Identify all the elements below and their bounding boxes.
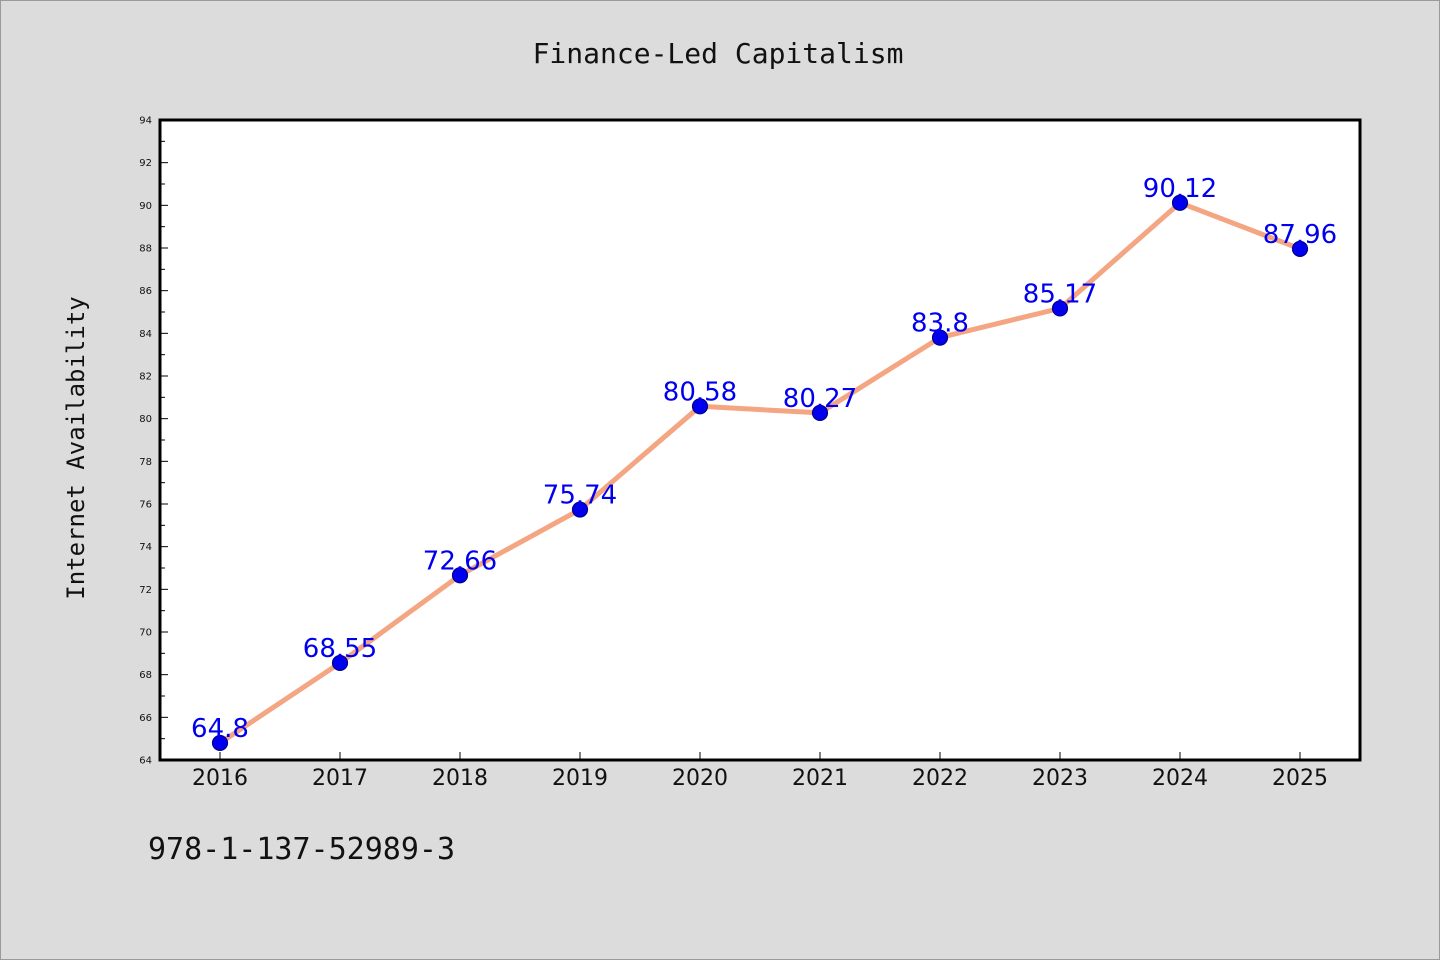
y-tick-label: 74 <box>139 542 152 553</box>
y-tick-label: 86 <box>139 286 152 297</box>
data-labels-group: 64.8 68.55 72.66 75.74 80.58 80.27 83.8 85.17 90… <box>191 174 1337 744</box>
data-point-marker <box>1171 194 1189 211</box>
data-point-label: 85.17 <box>1023 279 1097 309</box>
y-tick-label: 76 <box>139 500 152 511</box>
data-point-label: 80.27 <box>783 384 857 414</box>
y-tick-label: 72 <box>139 585 152 596</box>
x-tick-label: 2023 <box>1032 766 1088 791</box>
data-point-marker <box>691 398 709 415</box>
x-tick-label: 2024 <box>1152 766 1208 791</box>
data-point-marker <box>811 404 829 422</box>
data-point-label: 87.96 <box>1263 220 1337 250</box>
y-axis-label: Internet Availability <box>62 296 90 599</box>
plot-area <box>158 118 1362 762</box>
x-axis-ticks: 2016 2017 2018 2019 2020 2021 2022 2023 2024 2025 <box>192 752 1328 791</box>
x-tick-label: 2018 <box>432 766 488 791</box>
y-axis-ticks: 64 66 68 70 72 74 76 78 80 82 84 86 88 90 92 94 <box>139 116 168 767</box>
data-point-label: 68.55 <box>303 634 377 664</box>
y-tick-label: 84 <box>139 329 152 340</box>
data-point-label: 80.58 <box>663 377 737 407</box>
series-line-group <box>217 200 1303 746</box>
x-tick-label: 2022 <box>912 766 968 791</box>
y-tick-label: 92 <box>139 158 152 169</box>
footer-identifier: 978-1-137-52989-3 <box>148 832 456 867</box>
data-point-marker <box>931 329 949 346</box>
data-point-marker <box>1291 240 1309 257</box>
x-tick-label: 2016 <box>192 766 248 791</box>
data-point-label: 75.74 <box>543 481 617 511</box>
chart-title: Finance-Led Capitalism <box>533 37 904 70</box>
x-tick-label: 2017 <box>312 766 368 791</box>
y-tick-label: 78 <box>139 457 152 468</box>
y-tick-label: 66 <box>139 713 152 724</box>
series-markers-group <box>211 194 1309 752</box>
data-point-label: 72.66 <box>423 546 497 576</box>
data-point-marker <box>451 567 469 584</box>
data-point-marker <box>331 654 349 672</box>
data-point-label: 90.12 <box>1143 174 1217 204</box>
data-point-marker <box>571 501 589 518</box>
x-tick-label: 2025 <box>1272 766 1328 791</box>
y-tick-label: 68 <box>139 670 152 681</box>
y-tick-label: 82 <box>139 372 152 383</box>
x-tick-label: 2021 <box>792 766 848 791</box>
data-point-label: 64.8 <box>191 714 249 744</box>
data-point-marker <box>211 734 229 752</box>
series-line <box>217 200 1303 746</box>
y-tick-label: 64 <box>139 756 152 767</box>
x-tick-label: 2019 <box>552 766 608 791</box>
y-tick-label: 88 <box>139 244 152 255</box>
y-tick-label: 70 <box>139 628 152 639</box>
data-point-marker <box>1051 300 1069 317</box>
data-point-label: 83.8 <box>911 309 969 339</box>
y-tick-label: 94 <box>139 116 152 127</box>
y-tick-label: 90 <box>139 201 152 212</box>
x-tick-label: 2020 <box>672 766 728 791</box>
y-tick-label: 80 <box>139 414 152 425</box>
